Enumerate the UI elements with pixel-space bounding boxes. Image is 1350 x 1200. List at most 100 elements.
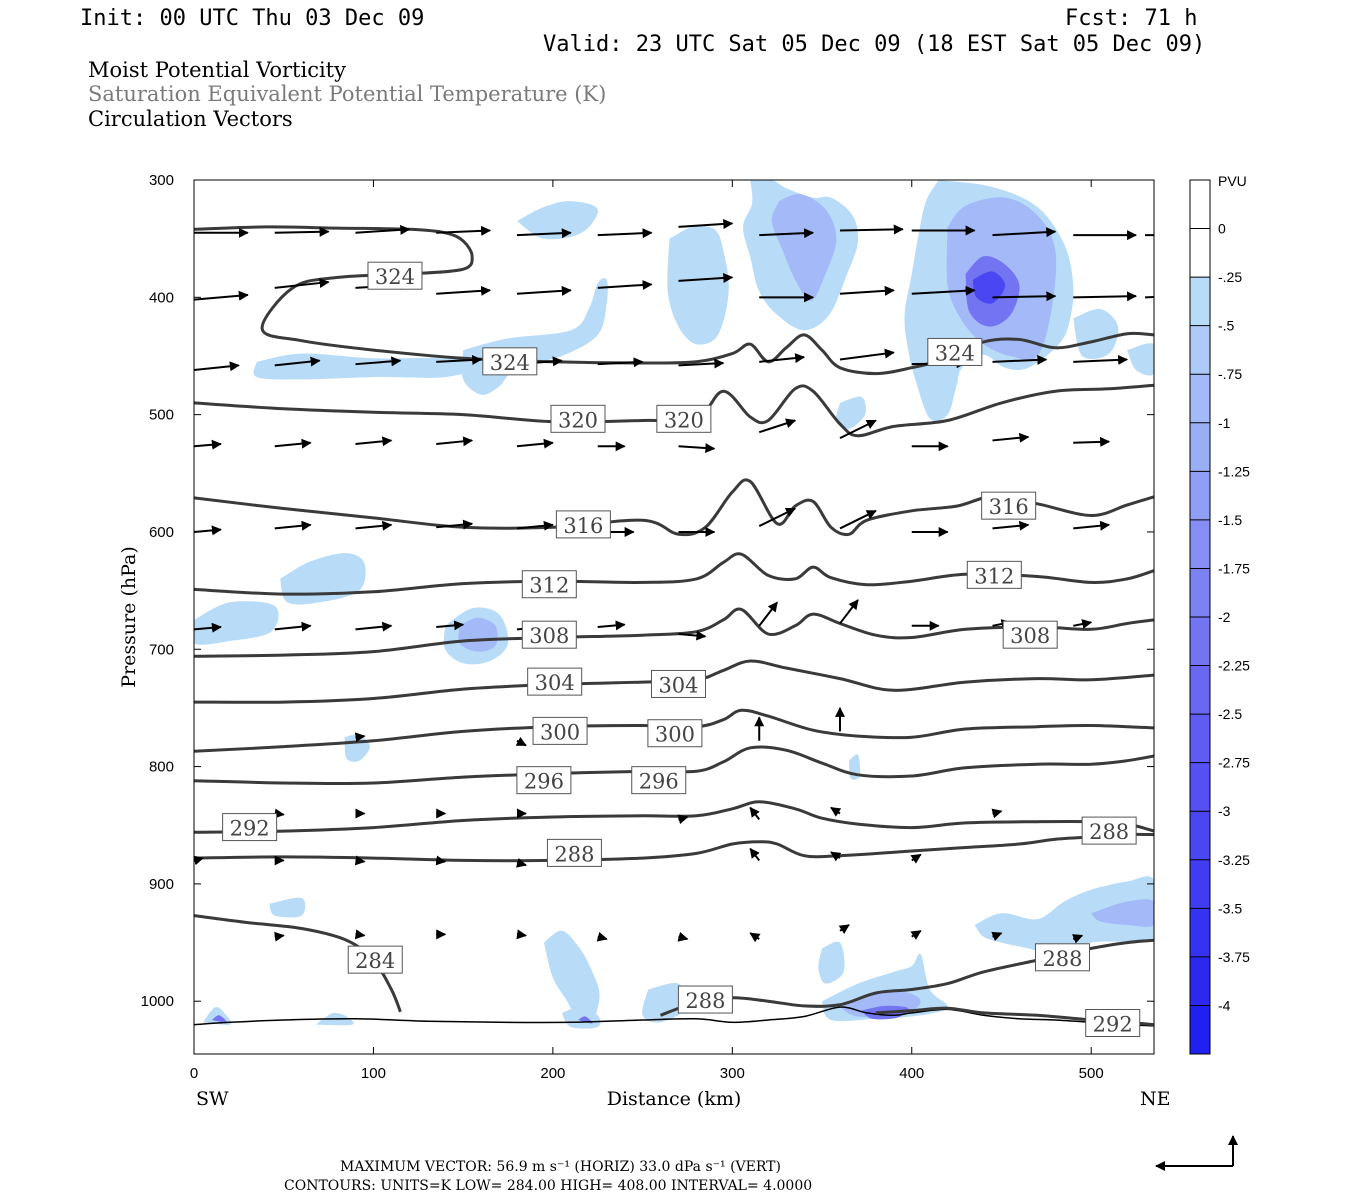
circulation-vector [516,285,572,296]
circulation-vector [839,224,904,235]
circulation-vector [597,280,653,290]
circulation-vector [1073,354,1129,365]
contour-label: 324 [375,265,415,289]
circulation-vector [194,855,204,866]
contour-label: 288 [685,989,725,1013]
y-tick-label: 800 [149,759,174,776]
circulation-vector [838,924,850,935]
circulation-vector [991,931,1003,942]
pv-region [1091,899,1154,927]
contour-label-box [527,667,583,696]
contour-label: 288 [1089,820,1129,844]
contour-info: CONTOURS: UNITS=K LOW= 284.00 HIGH= 408.… [284,1178,812,1194]
circulation-vector [355,621,393,632]
colorbar-label: -3.75 [1218,949,1250,965]
circulation-vector [516,228,572,239]
circulation-vector [355,224,411,235]
y-tick-label: 700 [149,641,174,658]
contour-label: 324 [935,341,975,365]
contour-label-box [521,620,577,649]
pv-region [642,982,689,1023]
circulation-vector [435,855,447,866]
colorbar-bin [1190,228,1210,278]
pv-region [818,941,845,984]
forecast-hour: Fcst: 71 h [1065,6,1197,31]
circulation-vector [436,285,492,296]
circulation-vector [516,929,527,940]
circulation-vector [1073,520,1111,531]
colorbar-bin [1190,325,1210,375]
circulation-vector [1073,436,1111,447]
contour-label: 308 [529,624,569,648]
contour-label: 320 [664,408,704,432]
pv-region [667,225,729,345]
circulation-vector [355,436,393,447]
pv-region [269,897,306,918]
contour-label-box [367,261,423,290]
pv-region [461,278,608,395]
contour-label-box [550,404,606,433]
colorbar-bin [1190,714,1210,764]
circulation-vector [758,507,797,527]
circulation-vector [354,929,366,940]
circulation-vector [677,931,689,942]
circulation-vector [1072,934,1084,944]
y-tick-label: 500 [149,407,174,424]
pv-region [1073,308,1119,360]
circulation-vector [839,285,895,296]
pv-region [194,601,279,645]
circulation-vector [436,225,492,236]
colorbar-label: -1.25 [1218,463,1250,479]
pv-region [1127,343,1154,376]
pv-shading [194,180,1154,1029]
circulation-vector [274,356,321,367]
colorbar-label: -3 [1218,803,1231,819]
colorbar-label: -2 [1218,609,1231,625]
circulation-vector [436,436,474,447]
contour-label: 324 [490,351,530,375]
circulation-vector [436,519,474,530]
x-tick-label: 400 [899,1065,924,1082]
circulation-vector [910,929,922,940]
contour-label: 304 [535,671,575,695]
colorbar-label: -4 [1218,997,1231,1013]
contour-label-box [966,560,1022,589]
circulation-vector [749,932,761,943]
circulation-vector [911,285,976,296]
circulation-vector [596,931,608,942]
circulation-vector [678,272,734,283]
y-tick-label: 600 [149,524,174,541]
colorbar-label: -.5 [1218,318,1235,334]
circulation-vector [992,432,1030,443]
circulation-vector [597,620,626,631]
circulation-vector [355,520,393,531]
contour-label-box [482,347,538,376]
circulation-vector [830,851,842,862]
x-tick-label: 300 [720,1065,745,1082]
colorbar-bin [1190,665,1210,715]
colorbar-label: -1 [1218,415,1231,431]
contour-label: 312 [529,574,569,598]
x-axis-ticks: 0 100 200 300 400 500 [190,180,1104,1082]
colorbar-bin [1190,374,1210,424]
contour-label: 304 [658,673,698,697]
circulation-vector [597,228,653,239]
colorbar-label: -2.5 [1218,706,1242,722]
contour-label: 312 [974,564,1014,588]
contour-label: 296 [639,770,679,794]
contour-label-box [521,570,577,599]
field-title-vectors: Circulation Vectors [88,107,293,131]
y-tick-label: 1000 [141,993,174,1010]
colorbar-unit: PVU [1218,173,1247,189]
circulation-vector [839,348,895,361]
circulation-vector [758,418,797,434]
pv-region [344,734,370,762]
contour-label: 284 [355,949,395,973]
y-axis-label: Pressure (hPa) [118,546,140,688]
init-time: Init: 00 UTC Thu 03 Dec 09 [80,6,424,31]
contour-284 [194,914,402,1013]
contour-label-box [677,985,733,1014]
max-vector-info: MAXIMUM VECTOR: 56.9 m s⁻¹ (HORIZ) 33.0 … [340,1159,781,1175]
x-tick-label: 0 [190,1065,198,1082]
y-axis-ticks: 300 400 500 600 700 800 900 1000 [141,172,1154,1010]
